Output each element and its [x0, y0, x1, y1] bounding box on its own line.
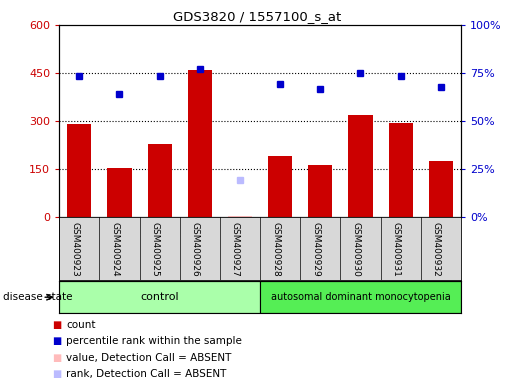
Bar — [188, 70, 212, 217]
Bar — [260, 281, 461, 313]
Bar — [429, 161, 453, 217]
Text: GSM400925: GSM400925 — [151, 222, 160, 277]
Bar — [108, 168, 131, 217]
Text: ■: ■ — [52, 353, 61, 362]
Text: disease state: disease state — [3, 292, 72, 302]
Bar — [67, 124, 91, 217]
Text: percentile rank within the sample: percentile rank within the sample — [66, 336, 242, 346]
Text: control: control — [140, 292, 179, 302]
Text: count: count — [66, 320, 95, 330]
Text: ■: ■ — [52, 320, 61, 330]
Bar — [389, 122, 413, 217]
Text: GSM400926: GSM400926 — [191, 222, 200, 277]
Bar — [308, 165, 332, 217]
Text: ■: ■ — [52, 369, 61, 379]
Text: rank, Detection Call = ABSENT: rank, Detection Call = ABSENT — [66, 369, 226, 379]
Text: ■: ■ — [52, 336, 61, 346]
Text: GSM400930: GSM400930 — [352, 222, 360, 277]
Text: GSM400929: GSM400929 — [312, 222, 320, 277]
Bar — [228, 216, 252, 217]
Text: GDS3820 / 1557100_s_at: GDS3820 / 1557100_s_at — [174, 10, 341, 23]
Text: GSM400931: GSM400931 — [392, 222, 401, 277]
Text: GSM400924: GSM400924 — [111, 222, 119, 276]
Text: GSM400928: GSM400928 — [271, 222, 280, 277]
Text: value, Detection Call = ABSENT: value, Detection Call = ABSENT — [66, 353, 231, 362]
Bar — [349, 115, 372, 217]
Text: GSM400927: GSM400927 — [231, 222, 240, 277]
Text: autosomal dominant monocytopenia: autosomal dominant monocytopenia — [270, 292, 451, 302]
Bar — [148, 144, 171, 217]
Bar — [268, 156, 292, 217]
Text: GSM400923: GSM400923 — [71, 222, 79, 277]
Bar — [59, 281, 260, 313]
Text: GSM400932: GSM400932 — [432, 222, 441, 277]
